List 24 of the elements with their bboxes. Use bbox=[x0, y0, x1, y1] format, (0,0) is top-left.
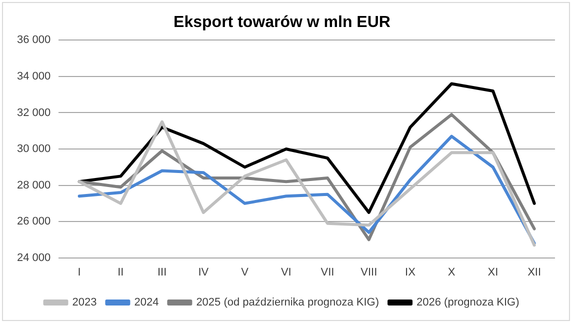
x-tick-label: IX bbox=[405, 266, 416, 278]
chart-title: Eksport towarów w mln EUR bbox=[174, 14, 391, 32]
x-tick-label: VI bbox=[280, 266, 292, 278]
y-tick-label: 34 000 bbox=[16, 70, 51, 82]
y-tick-label: 26 000 bbox=[16, 216, 51, 228]
x-tick-label: I bbox=[78, 266, 81, 278]
x-tick-label: XI bbox=[488, 266, 498, 278]
y-tick-label: 32 000 bbox=[16, 106, 51, 119]
x-tick-label: V bbox=[241, 266, 250, 278]
legend-label: 2023 bbox=[72, 296, 97, 309]
x-tick-label: III bbox=[157, 266, 167, 278]
legend-label: 2026 (prognoza KIG) bbox=[416, 296, 520, 309]
x-tick-label: XII bbox=[528, 266, 542, 278]
x-tick-label: IV bbox=[198, 266, 210, 278]
x-tick-label: VIII bbox=[360, 266, 378, 278]
legend-label: 2024 bbox=[134, 296, 159, 309]
y-tick-label: 30 000 bbox=[16, 143, 51, 156]
x-tick-label: II bbox=[118, 266, 124, 278]
x-tick-label: VII bbox=[320, 266, 334, 278]
y-tick-label: 28 000 bbox=[16, 179, 51, 192]
y-tick-label: 24 000 bbox=[16, 252, 51, 264]
x-tick-label: X bbox=[448, 266, 456, 278]
y-tick-label: 36 000 bbox=[16, 34, 51, 46]
legend-label: 2025 (od października prognoza KIG) bbox=[196, 296, 380, 309]
